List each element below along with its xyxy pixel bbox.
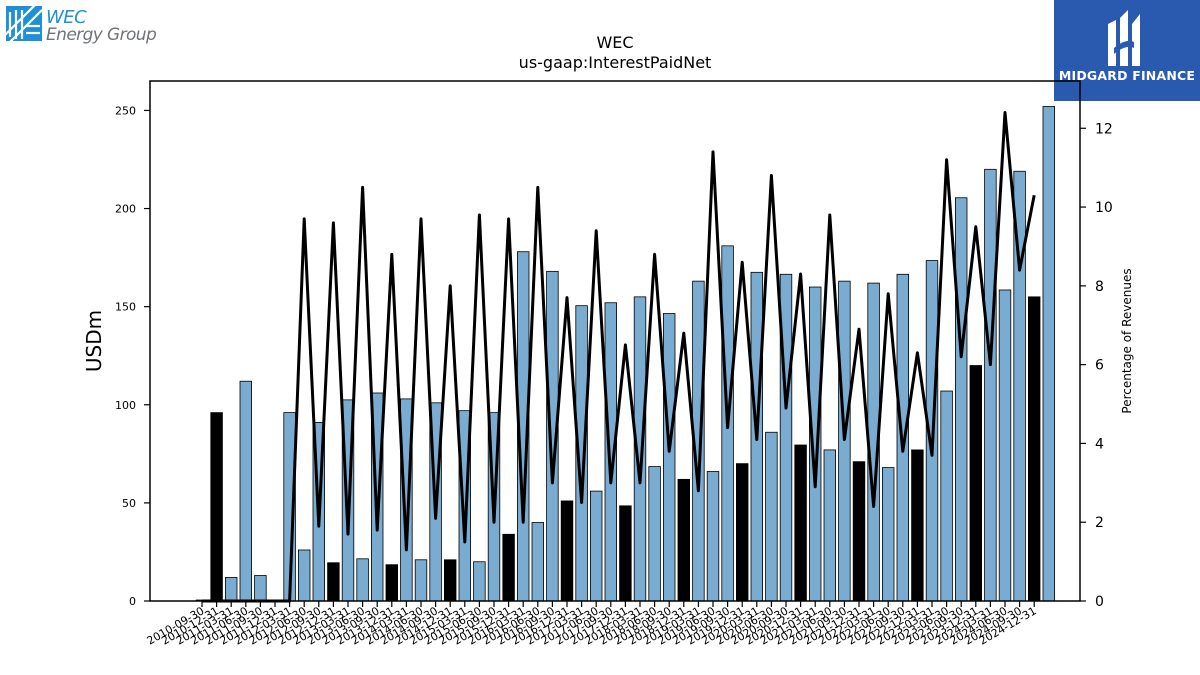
bar <box>955 197 968 602</box>
y-tick-label: 100 <box>115 399 136 412</box>
y2-axis-label: Percentage of Revenues <box>1120 268 1134 413</box>
bar <box>327 562 340 602</box>
bar <box>239 380 253 602</box>
bar <box>984 168 997 602</box>
midgard-finance-logo: MIDGARD FINANCE <box>1054 0 1200 101</box>
bar <box>677 478 691 602</box>
bar <box>473 561 486 602</box>
bar <box>254 575 267 602</box>
bar <box>998 289 1012 602</box>
bar <box>736 463 749 602</box>
bar <box>823 449 837 602</box>
y-tick-label: 200 <box>115 203 136 216</box>
bar <box>210 412 223 602</box>
bar <box>765 431 778 602</box>
y2-tick-label: 8 <box>1095 279 1104 295</box>
bar <box>224 577 238 602</box>
y-axis-label: USDm <box>82 310 106 372</box>
wec-logo-text-1: WEC <box>46 7 87 28</box>
bar <box>560 500 574 602</box>
bar <box>969 365 983 602</box>
bar <box>911 449 924 602</box>
bar <box>356 558 369 602</box>
bar <box>940 390 953 602</box>
wec-logo-text-2: Energy Group <box>46 25 157 45</box>
y-tick-label: 250 <box>115 104 136 117</box>
bar <box>619 505 632 602</box>
bar <box>1042 106 1056 602</box>
y2-tick-label: 2 <box>1095 515 1104 531</box>
percentage-line <box>202 111 1036 603</box>
bar <box>385 564 399 602</box>
bar <box>794 444 807 602</box>
bar <box>706 471 720 602</box>
chart-title: WEC <box>596 33 634 52</box>
bar <box>297 549 311 602</box>
bar <box>443 559 457 602</box>
bar <box>663 313 676 602</box>
y2-tick-label: 10 <box>1095 200 1113 216</box>
y2-tick-label: 6 <box>1095 358 1104 374</box>
y2-tick-label: 4 <box>1095 436 1104 452</box>
y2-tick-label: 12 <box>1095 121 1113 137</box>
y-tick-label: 150 <box>115 301 136 314</box>
bar <box>852 461 866 602</box>
wec-logo-mark-icon <box>3 3 43 43</box>
bar <box>648 466 661 602</box>
bar <box>590 490 603 602</box>
bar <box>414 559 428 602</box>
midgard-mark-icon <box>1108 10 1140 66</box>
bar <box>838 280 851 602</box>
chart-subtitle: us-gaap:InterestPaidNet <box>518 53 712 72</box>
bar <box>1028 296 1041 602</box>
y2-tick-label: 0 <box>1095 594 1104 610</box>
wec-logo: WEC Energy Group <box>3 3 166 46</box>
plot-frame <box>149 80 1081 602</box>
bar <box>531 522 545 602</box>
y-tick-label: 0 <box>129 595 136 608</box>
bar <box>882 467 895 602</box>
y-tick-label: 50 <box>122 497 136 510</box>
midgard-finance-name: MIDGARD FINANCE <box>1058 68 1196 83</box>
bar <box>502 533 515 602</box>
